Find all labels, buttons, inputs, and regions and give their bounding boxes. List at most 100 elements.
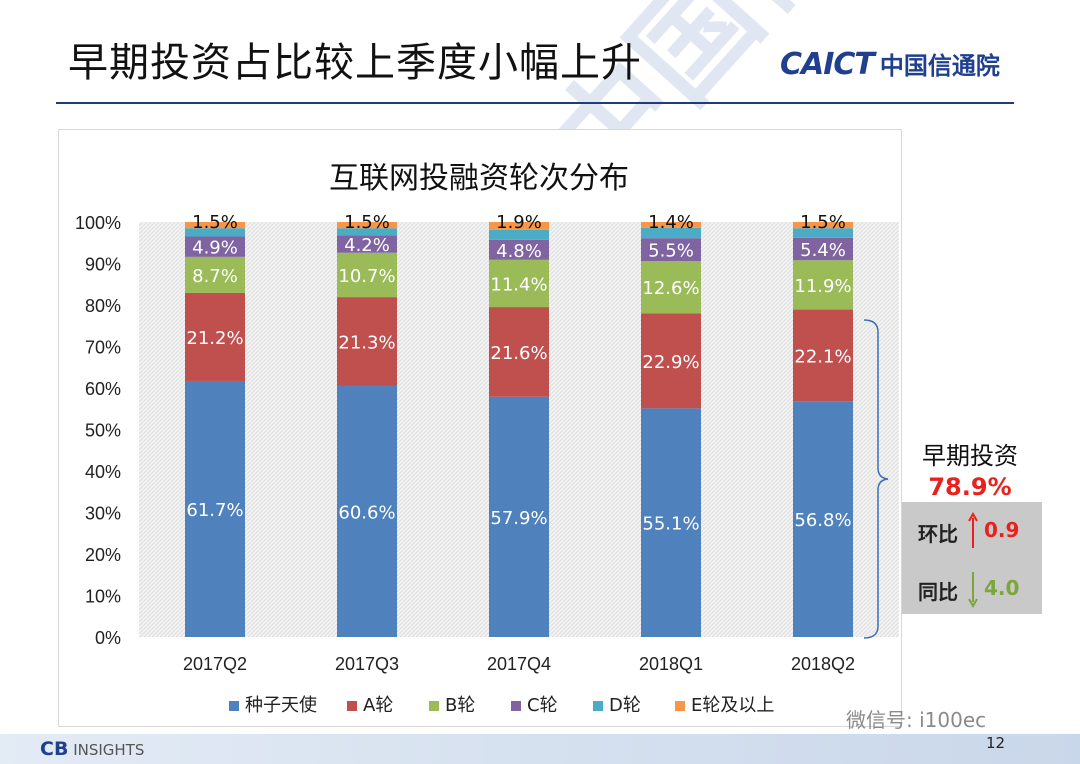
data-label: 1.5% — [344, 212, 390, 233]
y-tick-label: 50% — [85, 421, 121, 441]
data-label: 57.9% — [490, 508, 547, 529]
bar-segment — [337, 222, 397, 229]
x-tick-label: 2018Q2 — [791, 654, 855, 674]
data-label: 12.6% — [642, 278, 699, 299]
data-label: 10.7% — [338, 266, 395, 287]
logo-caict-text: CAICT — [780, 47, 875, 82]
bar-segment — [185, 236, 245, 257]
y-tick-label: 70% — [85, 338, 121, 358]
arrow-down-icon — [968, 572, 978, 608]
bar-segment — [641, 313, 701, 409]
bar-segment — [641, 408, 701, 637]
footer-source-logo: CB INSIGHTS — [40, 738, 144, 760]
x-tick-label: 2017Q3 — [335, 654, 399, 674]
y-axis: 0% 10% 20% 30% 40% 50% 60% 70% 80% 90% 100% — [75, 213, 121, 648]
data-label: 4.8% — [496, 241, 542, 262]
legend-swatch — [675, 701, 685, 711]
bar-segment — [489, 259, 549, 308]
title-divider — [56, 102, 1014, 104]
bar-segment — [337, 297, 397, 386]
bar-segment — [793, 228, 853, 238]
yoy-row: 同比 4.0 — [902, 564, 1042, 614]
bar-segment — [185, 222, 245, 229]
y-tick-label: 10% — [85, 587, 121, 607]
y-tick-label: 30% — [85, 504, 121, 524]
data-label: 61.7% — [186, 500, 243, 521]
y-tick-label: 40% — [85, 462, 121, 482]
legend-label: C轮 — [527, 695, 558, 716]
x-tick-label: 2018Q1 — [639, 654, 703, 674]
early-investment-brace — [863, 319, 889, 639]
data-label: 11.9% — [794, 276, 851, 297]
yoy-value: 4.0 — [984, 576, 1020, 600]
data-label: 1.9% — [496, 212, 542, 233]
data-label: 5.4% — [800, 240, 846, 261]
data-label: 60.6% — [338, 502, 395, 523]
chart-panel: 互联网投融资轮次分布 0% 10% 20% 30% 40% 50% 60% 70% 80% 90%… — [58, 129, 902, 727]
data-label: 21.6% — [490, 343, 547, 364]
data-label: 1.5% — [800, 212, 846, 233]
data-label: 5.5% — [648, 241, 694, 262]
data-label: 4.9% — [192, 238, 238, 259]
bar-segment — [337, 252, 397, 298]
data-label: 21.3% — [338, 332, 395, 353]
yoy-label: 同比 — [918, 580, 958, 604]
bar-segment — [489, 222, 549, 230]
early-investment-summary: 早期投资 78.9% — [900, 436, 1040, 501]
x-axis: 2017Q2 2017Q3 2017Q4 2018Q1 2018Q2 — [183, 654, 855, 674]
data-label: 1.5% — [192, 212, 238, 233]
chart-title: 互联网投融资轮次分布 — [329, 161, 629, 196]
bar-segment — [641, 222, 701, 228]
y-tick-label: 80% — [85, 296, 121, 316]
arrow-up-icon — [968, 512, 978, 548]
data-label: 55.1% — [642, 514, 699, 535]
bar-segment — [185, 256, 245, 293]
y-tick-label: 0% — [95, 628, 121, 648]
legend-swatch — [429, 701, 439, 711]
legend-label: D轮 — [609, 695, 641, 716]
legend-swatch — [593, 701, 603, 711]
bar-segment — [185, 228, 245, 237]
stacked-bar-chart: 互联网投融资轮次分布 0% 10% 20% 30% 40% 50% 60% 70% 80% 90%… — [75, 161, 899, 716]
data-label: 22.9% — [642, 352, 699, 373]
legend-label: A轮 — [363, 695, 393, 716]
x-tick-label: 2017Q2 — [183, 654, 247, 674]
early-investment-label: 早期投资 — [922, 442, 1018, 470]
bar-segment — [185, 292, 245, 381]
qoq-label: 环比 — [918, 522, 958, 546]
bar-segment — [489, 396, 549, 637]
bar-segment — [793, 237, 853, 261]
y-tick-label: 60% — [85, 379, 121, 399]
bar-segment — [793, 309, 853, 402]
legend-label: B轮 — [445, 695, 475, 716]
bar-segment — [337, 228, 397, 236]
legend-swatch — [347, 701, 357, 711]
y-tick-label: 20% — [85, 545, 121, 565]
legend-swatch — [229, 701, 239, 711]
qoq-row: 环比 0.9 — [902, 506, 1042, 556]
bar-segment — [337, 235, 397, 253]
qoq-value: 0.9 — [984, 518, 1020, 542]
page-number: 12 — [986, 734, 1006, 752]
bar-segment — [337, 385, 397, 637]
legend-swatch — [511, 701, 521, 711]
slide-title: 早期投资占比较上季度小幅上升 — [68, 40, 642, 86]
bar-segment — [185, 380, 245, 637]
data-label: 56.8% — [794, 510, 851, 531]
data-label: 11.4% — [490, 274, 547, 295]
caict-logo: CAICT 中国信通院 — [780, 46, 1000, 82]
legend-label: 种子天使 — [245, 695, 317, 716]
x-tick-label: 2017Q4 — [487, 654, 551, 674]
bar-segment — [793, 260, 853, 310]
data-label: 8.7% — [192, 266, 238, 287]
bar-segment — [641, 261, 701, 314]
data-label: 22.1% — [794, 346, 851, 367]
footer-source-brand: CB — [40, 738, 69, 760]
footer-source-text: INSIGHTS — [73, 741, 145, 759]
data-label: 21.2% — [186, 328, 243, 349]
bars-layer: 61.7% 21.2% 8.7% 4.9% 1.5% 60.6% 21.3% 10.7% 4.2… — [185, 212, 853, 637]
bar-segment — [489, 229, 549, 240]
chart-legend: 种子天使 A轮 B轮 C轮 D轮 E轮及以上 — [229, 695, 774, 716]
early-investment-value: 78.9% — [928, 473, 1012, 501]
bar-segment — [641, 238, 701, 262]
